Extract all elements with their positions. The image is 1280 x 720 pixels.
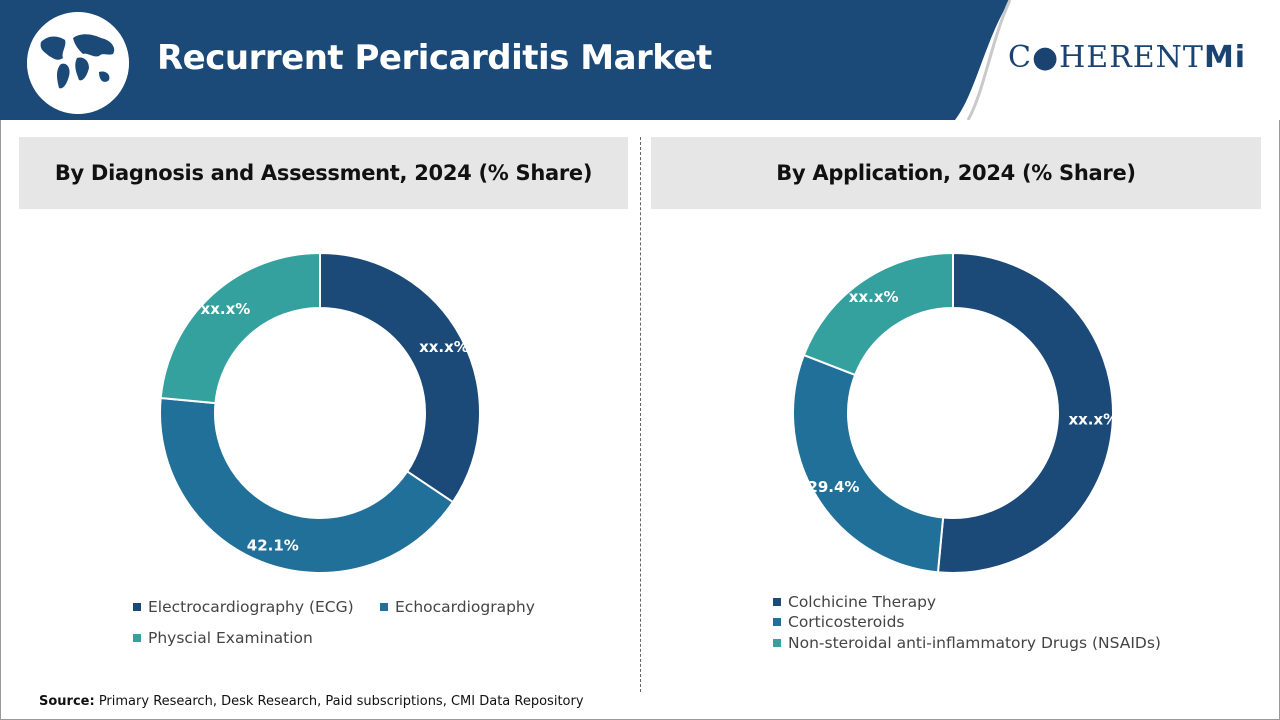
legend-item-corticosteroids: Corticosteroids (773, 613, 905, 631)
coherentmi-logo: C●HERENTMi (1008, 40, 1246, 80)
legend-swatch (773, 598, 781, 606)
globe-icon (27, 12, 129, 114)
legend-swatch (773, 618, 781, 626)
donut-slice-1 (936, 251, 1114, 574)
slice-data-label: 29.4% (807, 478, 859, 496)
source-text: Primary Research, Desk Research, Paid su… (94, 694, 584, 709)
logo-text: C●HERENT (1008, 40, 1204, 75)
slice-data-label: xx.x% (201, 300, 251, 318)
donut-chart-application: xx.x% 29.4% xx.x% (792, 251, 1118, 574)
donut-slice-2 (792, 353, 945, 574)
legend-swatch (773, 639, 781, 647)
donut-chart-diagnosis: xx.x% 42.1% xx.x% (159, 251, 481, 574)
legend-label: Corticosteroids (788, 613, 905, 631)
page-title: Recurrent Pericarditis Market (157, 38, 712, 78)
legend-item-physical-exam: Physcial Examination (133, 629, 313, 647)
legend-label: Electrocardiography (ECG) (148, 598, 354, 616)
legend-item-nsaids: Non-steroidal anti-inflammatory Drugs (N… (773, 634, 1161, 652)
chart1-title: By Diagnosis and Assessment, 2024 (% Sha… (19, 137, 628, 209)
header-banner: Recurrent Pericarditis Market C●HERENTMi (0, 0, 1280, 120)
slice-data-label: xx.x% (849, 288, 899, 306)
donut-slice-2 (159, 396, 455, 574)
legend-swatch (133, 634, 141, 642)
donut-slice-3 (802, 251, 954, 377)
slice-data-label: xx.x% (1068, 411, 1118, 429)
donut-slice-3 (159, 251, 321, 405)
legend-item-ecg: Electrocardiography (ECG) (133, 598, 354, 616)
donut-slice-1 (319, 251, 481, 504)
chart2-title: By Application, 2024 (% Share) (651, 137, 1261, 209)
source-label: Source: (39, 694, 95, 709)
slice-data-label: xx.x% (419, 338, 469, 356)
legend-item-colchicine: Colchicine Therapy (773, 593, 936, 611)
source-note: Source: Primary Research, Desk Research,… (39, 694, 584, 709)
legend-label: Echocardiography (395, 598, 535, 616)
panel-divider (640, 137, 641, 692)
legend-item-echocardiography: Echocardiography (380, 598, 535, 616)
logo-text-mi: Mi (1203, 40, 1247, 75)
legend-label: Non-steroidal anti-inflammatory Drugs (N… (788, 634, 1161, 652)
header-background (0, 0, 1280, 120)
legend-swatch (380, 603, 388, 611)
legend-label: Colchicine Therapy (788, 593, 937, 611)
legend-swatch (133, 603, 141, 611)
slice-data-label: 42.1% (247, 536, 299, 554)
legend-label: Physcial Examination (148, 629, 313, 647)
